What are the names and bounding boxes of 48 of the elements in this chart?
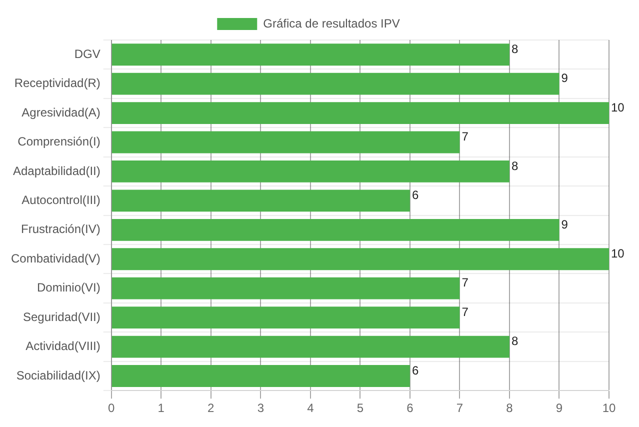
bar — [112, 131, 460, 154]
x-tick-label: 0 — [108, 401, 116, 416]
y-tick-label: DGV — [74, 46, 100, 61]
x-tick-label: 7 — [456, 401, 464, 416]
y-tick-label: Actividad(VIII) — [26, 339, 100, 354]
bar — [112, 44, 510, 66]
bar — [112, 218, 560, 241]
data-label: 6 — [412, 188, 419, 202]
bar — [112, 160, 510, 182]
y-tick-label: Combatividad(V) — [10, 251, 100, 266]
data-label: 7 — [462, 304, 469, 319]
data-label: 7 — [462, 276, 469, 290]
x-tick-label: 2 — [208, 401, 215, 416]
y-tick-label: Autocontrol(III) — [22, 193, 100, 208]
y-tick-label: Agresividad(A) — [22, 105, 100, 120]
data-label: 8 — [511, 158, 518, 173]
x-tick-label: 1 — [158, 401, 165, 416]
y-tick-label: Comprensión(I) — [18, 134, 100, 149]
y-tick-label: Frustración(IV) — [21, 222, 100, 236]
y-tick-label: Sociabilidad(IX) — [16, 368, 100, 382]
x-tick-label: 4 — [307, 401, 314, 416]
x-tick-label: 8 — [506, 401, 514, 416]
y-tick-label: Dominio(VI) — [37, 280, 100, 295]
data-label: 10 — [611, 246, 625, 260]
bar — [112, 248, 609, 270]
x-tick-label: 9 — [556, 401, 563, 416]
bar — [112, 365, 410, 387]
data-label: 10 — [611, 100, 625, 114]
bar — [112, 336, 510, 358]
bar — [112, 102, 609, 124]
x-tick-label: 6 — [406, 401, 414, 416]
x-tick-label: 10 — [602, 401, 616, 416]
bar — [112, 72, 560, 95]
bar — [112, 190, 410, 212]
bar — [112, 277, 460, 300]
data-label: 9 — [561, 217, 568, 232]
data-label: 6 — [412, 363, 419, 378]
x-tick-label: 5 — [356, 401, 364, 416]
data-label: 8 — [511, 42, 518, 56]
data-label: 9 — [561, 71, 568, 86]
y-tick-label: Adaptabilidad(II) — [12, 164, 100, 178]
y-tick-label: Receptividad(R) — [14, 76, 100, 90]
bar — [112, 306, 460, 329]
legend-label: Gráfica de resultados IPV — [263, 16, 400, 30]
data-label: 7 — [462, 130, 469, 144]
data-label: 8 — [511, 334, 518, 348]
x-tick-label: 3 — [257, 401, 264, 416]
y-tick-label: Seguridad(VII) — [22, 310, 100, 324]
